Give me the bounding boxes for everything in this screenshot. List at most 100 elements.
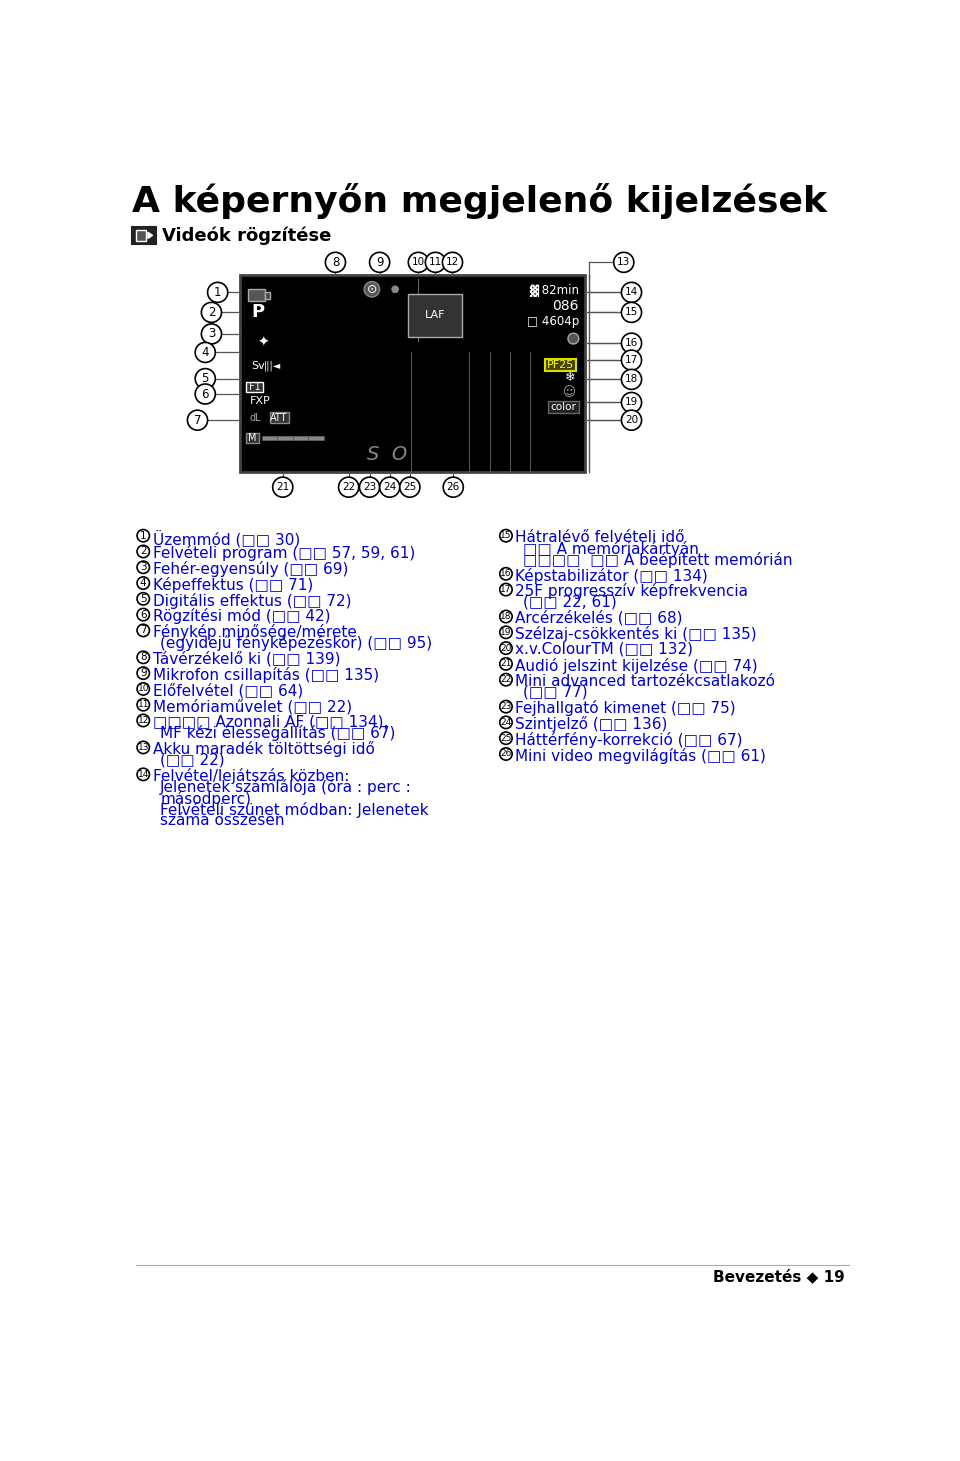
Circle shape (273, 478, 293, 497)
Text: 21: 21 (276, 482, 289, 492)
Text: Mini advanced tartozékcsatlakozó: Mini advanced tartozékcsatlakozó (516, 674, 776, 688)
Polygon shape (148, 232, 153, 238)
Circle shape (621, 370, 641, 390)
Text: Felvételi program (□□ 57, 59, 61): Felvételi program (□□ 57, 59, 61) (153, 545, 415, 561)
Text: Digitális effektus (□□ 72): Digitális effektus (□□ 72) (153, 593, 351, 609)
Text: 24: 24 (383, 482, 396, 492)
Text: 5: 5 (140, 593, 147, 603)
Circle shape (207, 282, 228, 302)
Bar (548, 400, 579, 413)
Text: 6: 6 (202, 387, 209, 400)
Circle shape (379, 478, 399, 497)
Bar (247, 381, 263, 393)
Text: 23: 23 (363, 482, 376, 492)
Text: S  O: S O (368, 446, 407, 465)
Text: (□□ 22): (□□ 22) (160, 752, 225, 767)
Text: (egyidejű fényképezéskor) (□□ 95): (egyidejű fényképezéskor) (□□ 95) (160, 636, 432, 652)
Text: 16: 16 (625, 337, 638, 348)
Circle shape (443, 253, 463, 272)
Text: P: P (251, 304, 264, 321)
Text: 20: 20 (625, 415, 638, 425)
Circle shape (202, 324, 222, 343)
Text: 19: 19 (625, 397, 638, 408)
Text: 086: 086 (552, 300, 579, 313)
Text: Előfelvétel (□□ 64): Előfelvétel (□□ 64) (153, 682, 302, 698)
Text: Bevezetés ◆ 19: Bevezetés ◆ 19 (713, 1270, 845, 1284)
Text: 13: 13 (617, 257, 631, 267)
Text: 25: 25 (403, 482, 417, 492)
Text: PF25: PF25 (546, 359, 574, 370)
Circle shape (392, 285, 399, 294)
Text: Felvételi szünet módban: Jelenetek: Felvételi szünet módban: Jelenetek (160, 802, 429, 818)
Text: MF kézi élességállítás (□□ 67): MF kézi élességállítás (□□ 67) (160, 726, 396, 742)
Circle shape (370, 253, 390, 272)
Text: 1: 1 (214, 286, 222, 300)
Text: Távérzékelő ki (□□ 139): Távérzékelő ki (□□ 139) (153, 652, 340, 666)
Text: 1: 1 (140, 530, 147, 541)
Text: FXP: FXP (250, 396, 270, 406)
Text: 23: 23 (500, 703, 512, 712)
Text: Sv: Sv (251, 361, 265, 371)
Circle shape (399, 478, 420, 497)
Text: Audió jelszint kijelzése (□□ 74): Audió jelszint kijelzése (□□ 74) (516, 657, 757, 674)
Text: □ 4604p: □ 4604p (526, 316, 579, 329)
Text: F1: F1 (249, 383, 261, 392)
Text: 22: 22 (342, 482, 355, 492)
Text: (□□ 22, 61): (□□ 22, 61) (523, 595, 616, 609)
Circle shape (195, 384, 215, 405)
Text: Akku maradék töltöttségi idő: Akku maradék töltöttségi idő (153, 741, 374, 757)
Text: ▓ 82min: ▓ 82min (529, 285, 579, 298)
Text: Arcérzékelés (□□ 68): Arcérzékelés (□□ 68) (516, 611, 683, 625)
Text: száma összesen: száma összesen (160, 812, 285, 828)
Bar (135, 229, 146, 241)
Bar (265, 292, 271, 298)
Bar (247, 434, 259, 443)
Circle shape (339, 478, 359, 497)
Bar (132, 226, 156, 244)
Text: Mini video megvilágítás (□□ 61): Mini video megvilágítás (□□ 61) (516, 748, 766, 764)
Circle shape (621, 351, 641, 370)
Text: ATT: ATT (270, 413, 288, 422)
Text: 21: 21 (500, 659, 512, 668)
Text: 17: 17 (625, 355, 638, 365)
Circle shape (425, 253, 445, 272)
Text: 5: 5 (202, 373, 209, 386)
Text: Képeffektus (□□ 71): Képeffektus (□□ 71) (153, 577, 313, 593)
Text: Mikrofon csillapítás (□□ 135): Mikrofon csillapítás (□□ 135) (153, 668, 378, 682)
Text: 13: 13 (137, 744, 149, 752)
Text: 16: 16 (500, 570, 512, 579)
Text: Hátralévő felvételi idő: Hátralévő felvételi idő (516, 529, 684, 545)
Circle shape (195, 342, 215, 362)
Circle shape (408, 253, 428, 272)
Text: 14: 14 (625, 288, 638, 298)
Circle shape (621, 302, 641, 323)
Circle shape (621, 282, 641, 302)
Bar (240, 276, 585, 472)
Text: 26: 26 (446, 482, 460, 492)
Bar (544, 358, 576, 371)
Text: 12: 12 (445, 257, 459, 267)
Text: Fénykép minősége/mérete: Fénykép minősége/mérete (153, 624, 356, 640)
Text: 24: 24 (500, 717, 512, 728)
Text: 18: 18 (625, 374, 638, 384)
Circle shape (364, 282, 379, 297)
Text: 11: 11 (137, 700, 149, 709)
Text: 2: 2 (207, 305, 215, 318)
Text: 14: 14 (137, 770, 149, 779)
Text: 25: 25 (500, 733, 512, 742)
Text: 18: 18 (500, 612, 512, 621)
Text: dL: dL (250, 413, 261, 422)
Text: Fejhallgató kimenet (□□ 75): Fejhallgató kimenet (□□ 75) (516, 700, 736, 716)
Text: 11: 11 (429, 257, 442, 267)
Circle shape (621, 393, 641, 412)
Text: 9: 9 (140, 668, 147, 678)
Text: 20: 20 (500, 644, 512, 653)
Text: □□□□  □□ A beépített memórián: □□□□ □□ A beépített memórián (523, 552, 793, 568)
Circle shape (195, 368, 215, 389)
Circle shape (568, 333, 579, 343)
Text: ✦: ✦ (257, 336, 269, 351)
Text: □□□□ Azonnali AF (□□ 134),: □□□□ Azonnali AF (□□ 134), (153, 714, 388, 729)
Text: 17: 17 (500, 584, 512, 595)
Text: A képernyőn megjelenő kijelzések: A képernyőn megjelenő kijelzések (132, 183, 828, 219)
Circle shape (359, 478, 379, 497)
